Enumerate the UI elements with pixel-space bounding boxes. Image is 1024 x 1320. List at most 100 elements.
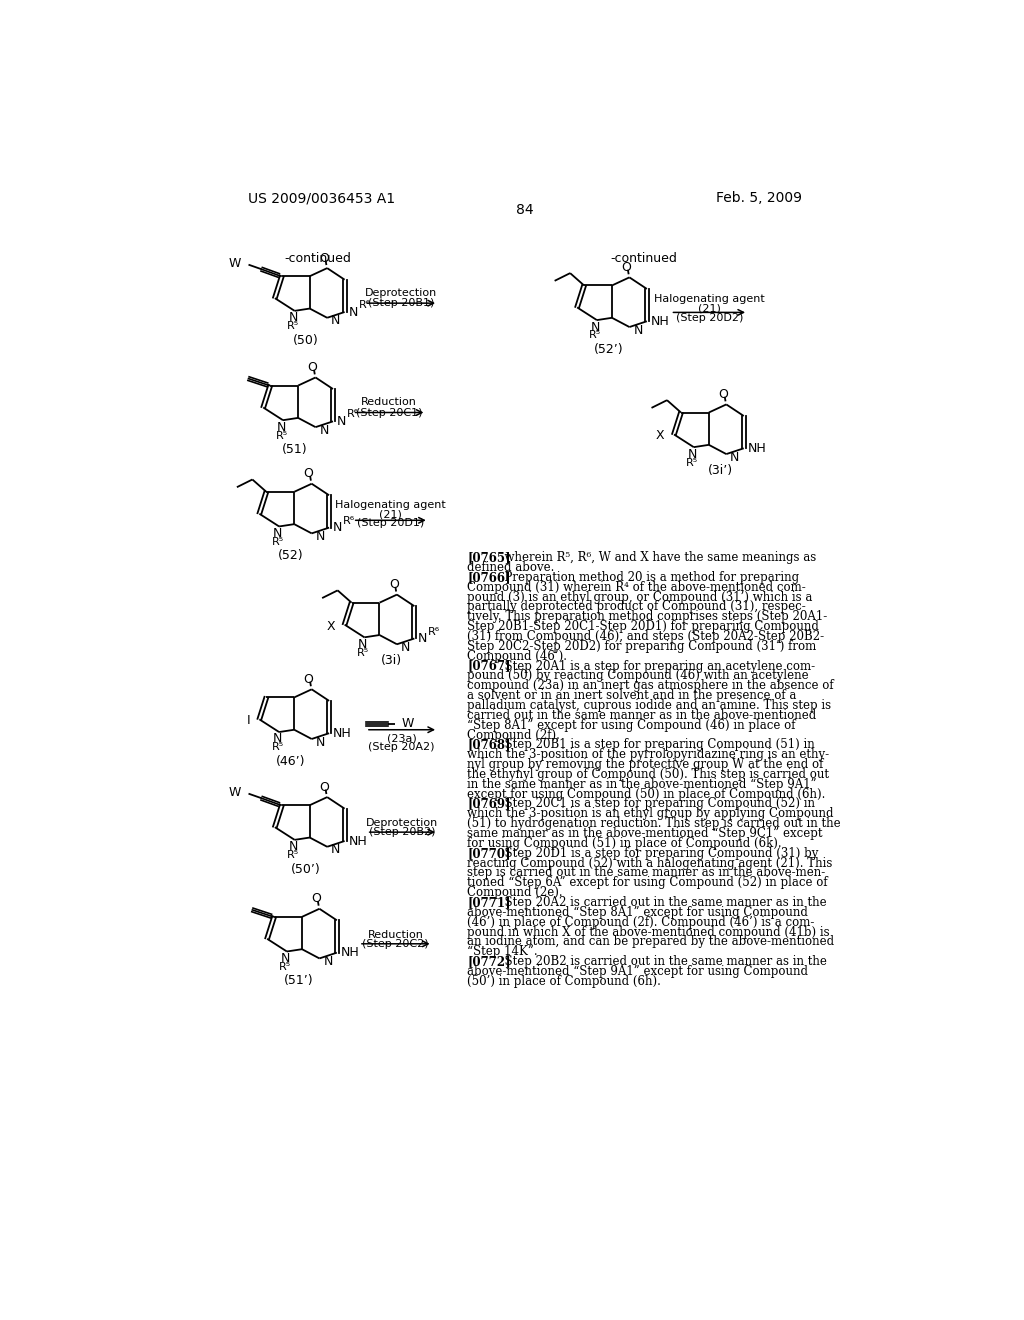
Text: Step 20B2 is carried out in the same manner as in the: Step 20B2 is carried out in the same man… <box>497 956 826 968</box>
Text: R⁵: R⁵ <box>280 962 292 972</box>
Text: [0765]: [0765] <box>467 552 511 564</box>
Text: [0770]: [0770] <box>467 846 511 859</box>
Text: tively. This preparation method comprises steps (Step 20A1-: tively. This preparation method comprise… <box>467 610 827 623</box>
Text: [0772]: [0772] <box>467 956 511 968</box>
Text: (46’): (46’) <box>276 755 305 768</box>
Text: in the same manner as in the above-mentioned “Step 9A1”: in the same manner as in the above-menti… <box>467 777 817 791</box>
Text: above-mentioned “Step 9A1” except for using Compound: above-mentioned “Step 9A1” except for us… <box>467 965 809 978</box>
Text: palladium catalyst, cuprous iodide and an amine. This step is: palladium catalyst, cuprous iodide and a… <box>467 698 831 711</box>
Text: same manner as in the above-mentioned “Step 9C1” except: same manner as in the above-mentioned “S… <box>467 828 823 840</box>
Text: O: O <box>304 673 313 686</box>
Text: N: N <box>418 632 428 645</box>
Text: (3i’): (3i’) <box>709 463 733 477</box>
Text: R⁶: R⁶ <box>358 300 371 310</box>
Text: Preparation method 20 is a method for preparing: Preparation method 20 is a method for pr… <box>497 570 799 583</box>
Text: (51’): (51’) <box>284 974 313 987</box>
Text: (Step 20C1): (Step 20C1) <box>356 408 423 417</box>
Text: “Step 14K”.: “Step 14K”. <box>467 945 538 958</box>
Text: [0767]: [0767] <box>467 660 511 672</box>
Text: (51) to hydrogenation reduction. This step is carried out in the: (51) to hydrogenation reduction. This st… <box>467 817 841 830</box>
Text: N: N <box>331 843 340 857</box>
Text: reacting Compound (52) with a halogenating agent (21). This: reacting Compound (52) with a halogenati… <box>467 857 833 870</box>
Text: N: N <box>730 450 739 463</box>
Text: N: N <box>324 954 333 968</box>
Text: -continued: -continued <box>285 252 351 265</box>
Text: pound (3) is an ethyl group, or Compound (31’) which is a: pound (3) is an ethyl group, or Compound… <box>467 590 813 603</box>
Text: Step 20D1 is a step for preparing Compound (31) by: Step 20D1 is a step for preparing Compou… <box>497 846 818 859</box>
Text: W: W <box>401 717 414 730</box>
Text: (50’) in place of Compound (6h).: (50’) in place of Compound (6h). <box>467 975 662 987</box>
Text: Halogenating agent: Halogenating agent <box>654 293 765 304</box>
Text: Compound (31) wherein R⁴ of the above-mentioned com-: Compound (31) wherein R⁴ of the above-me… <box>467 581 806 594</box>
Text: N: N <box>358 638 368 651</box>
Text: tioned “Step 6A” except for using Compound (52) in place of: tioned “Step 6A” except for using Compou… <box>467 876 828 890</box>
Text: Feb. 5, 2009: Feb. 5, 2009 <box>716 191 802 206</box>
Text: [0769]: [0769] <box>467 797 511 810</box>
Text: R⁵: R⁵ <box>271 537 284 546</box>
Text: R⁵: R⁵ <box>271 742 284 752</box>
Text: X: X <box>327 619 335 632</box>
Text: Reduction: Reduction <box>368 929 423 940</box>
Text: wherein R⁵, R⁶, W and X have the same meanings as: wherein R⁵, R⁶, W and X have the same me… <box>497 552 816 564</box>
Text: (51): (51) <box>282 444 307 455</box>
Text: [0768]: [0768] <box>467 738 511 751</box>
Text: except for using Compound (50) in place of Compound (6h).: except for using Compound (50) in place … <box>467 788 825 801</box>
Text: N: N <box>591 321 600 334</box>
Text: N: N <box>272 527 283 540</box>
Text: Step 20A2 is carried out in the same manner as in the: Step 20A2 is carried out in the same man… <box>497 896 826 909</box>
Text: N: N <box>687 447 697 461</box>
Text: a solvent or in an inert solvent and in the presence of a: a solvent or in an inert solvent and in … <box>467 689 797 702</box>
Text: Compound (46’).: Compound (46’). <box>467 649 567 663</box>
Text: N: N <box>348 305 357 318</box>
Text: N: N <box>289 312 298 325</box>
Text: R⁵: R⁵ <box>287 850 299 861</box>
Text: carried out in the same manner as in the above-mentioned: carried out in the same manner as in the… <box>467 709 817 722</box>
Text: (Step 20A2): (Step 20A2) <box>369 742 435 751</box>
Text: R⁵: R⁵ <box>356 648 369 657</box>
Text: O: O <box>718 388 728 401</box>
Text: NH: NH <box>650 314 670 327</box>
Text: R⁵: R⁵ <box>589 330 601 341</box>
Text: X: X <box>656 429 665 442</box>
Text: R⁶: R⁶ <box>343 516 355 525</box>
Text: an iodine atom, and can be prepared by the above-mentioned: an iodine atom, and can be prepared by t… <box>467 936 835 949</box>
Text: US 2009/0036453 A1: US 2009/0036453 A1 <box>248 191 395 206</box>
Text: N: N <box>315 735 325 748</box>
Text: (Step 20D1): (Step 20D1) <box>357 519 424 528</box>
Text: O: O <box>311 892 322 906</box>
Text: NH: NH <box>333 727 351 739</box>
Text: Deprotection: Deprotection <box>367 818 438 828</box>
Text: above-mentioned “Step 8A1” except for using Compound: above-mentioned “Step 8A1” except for us… <box>467 906 808 919</box>
Text: partially deprotected product of Compound (31), respec-: partially deprotected product of Compoun… <box>467 601 806 614</box>
Text: N: N <box>400 640 411 653</box>
Text: [0771]: [0771] <box>467 896 511 909</box>
Text: Step 20B1 is a step for preparing Compound (51) in: Step 20B1 is a step for preparing Compou… <box>497 738 815 751</box>
Text: (50): (50) <box>293 334 319 347</box>
Text: [0766]: [0766] <box>467 570 511 583</box>
Text: N: N <box>289 841 298 853</box>
Text: I: I <box>247 714 250 727</box>
Text: the ethynyl group of Compound (50). This step is carried out: the ethynyl group of Compound (50). This… <box>467 768 829 781</box>
Text: N: N <box>633 323 643 337</box>
Text: for using Compound (51) in place of Compound (6k).: for using Compound (51) in place of Comp… <box>467 837 782 850</box>
Text: R⁵: R⁵ <box>275 430 288 441</box>
Text: Step 20B1-Step 20C1-Step 20D1) for preparing Compound: Step 20B1-Step 20C1-Step 20D1) for prepa… <box>467 620 819 634</box>
Text: O: O <box>622 261 631 273</box>
Text: (46’) in place of Compound (2f). Compound (46’) is a com-: (46’) in place of Compound (2f). Compoun… <box>467 916 815 929</box>
Text: (21): (21) <box>697 304 721 314</box>
Text: (31) from Compound (46), and steps (Step 20A2-Step 20B2-: (31) from Compound (46), and steps (Step… <box>467 630 824 643</box>
Text: which the 3-position is an ethyl group by applying Compound: which the 3-position is an ethyl group b… <box>467 808 834 820</box>
Text: R⁵: R⁵ <box>686 458 698 467</box>
Text: N: N <box>315 529 325 543</box>
Text: Compound (2e).: Compound (2e). <box>467 886 563 899</box>
Text: Step 20C2-Step 20D2) for preparing Compound (31’) from: Step 20C2-Step 20D2) for preparing Compo… <box>467 640 817 653</box>
Text: NH: NH <box>348 834 368 847</box>
Text: O: O <box>319 780 329 793</box>
Text: which the 3-position of the pyrrolopyridazine ring is an ethy-: which the 3-position of the pyrrolopyrid… <box>467 748 829 762</box>
Text: (52’): (52’) <box>594 343 624 356</box>
Text: (50’): (50’) <box>292 862 322 875</box>
Text: N: N <box>331 314 340 327</box>
Text: (Step 20B1): (Step 20B1) <box>368 298 434 308</box>
Text: (Step 20C2): (Step 20C2) <box>362 939 429 949</box>
Text: Step 20C1 is a step for preparing Compound (52) in: Step 20C1 is a step for preparing Compou… <box>497 797 815 810</box>
